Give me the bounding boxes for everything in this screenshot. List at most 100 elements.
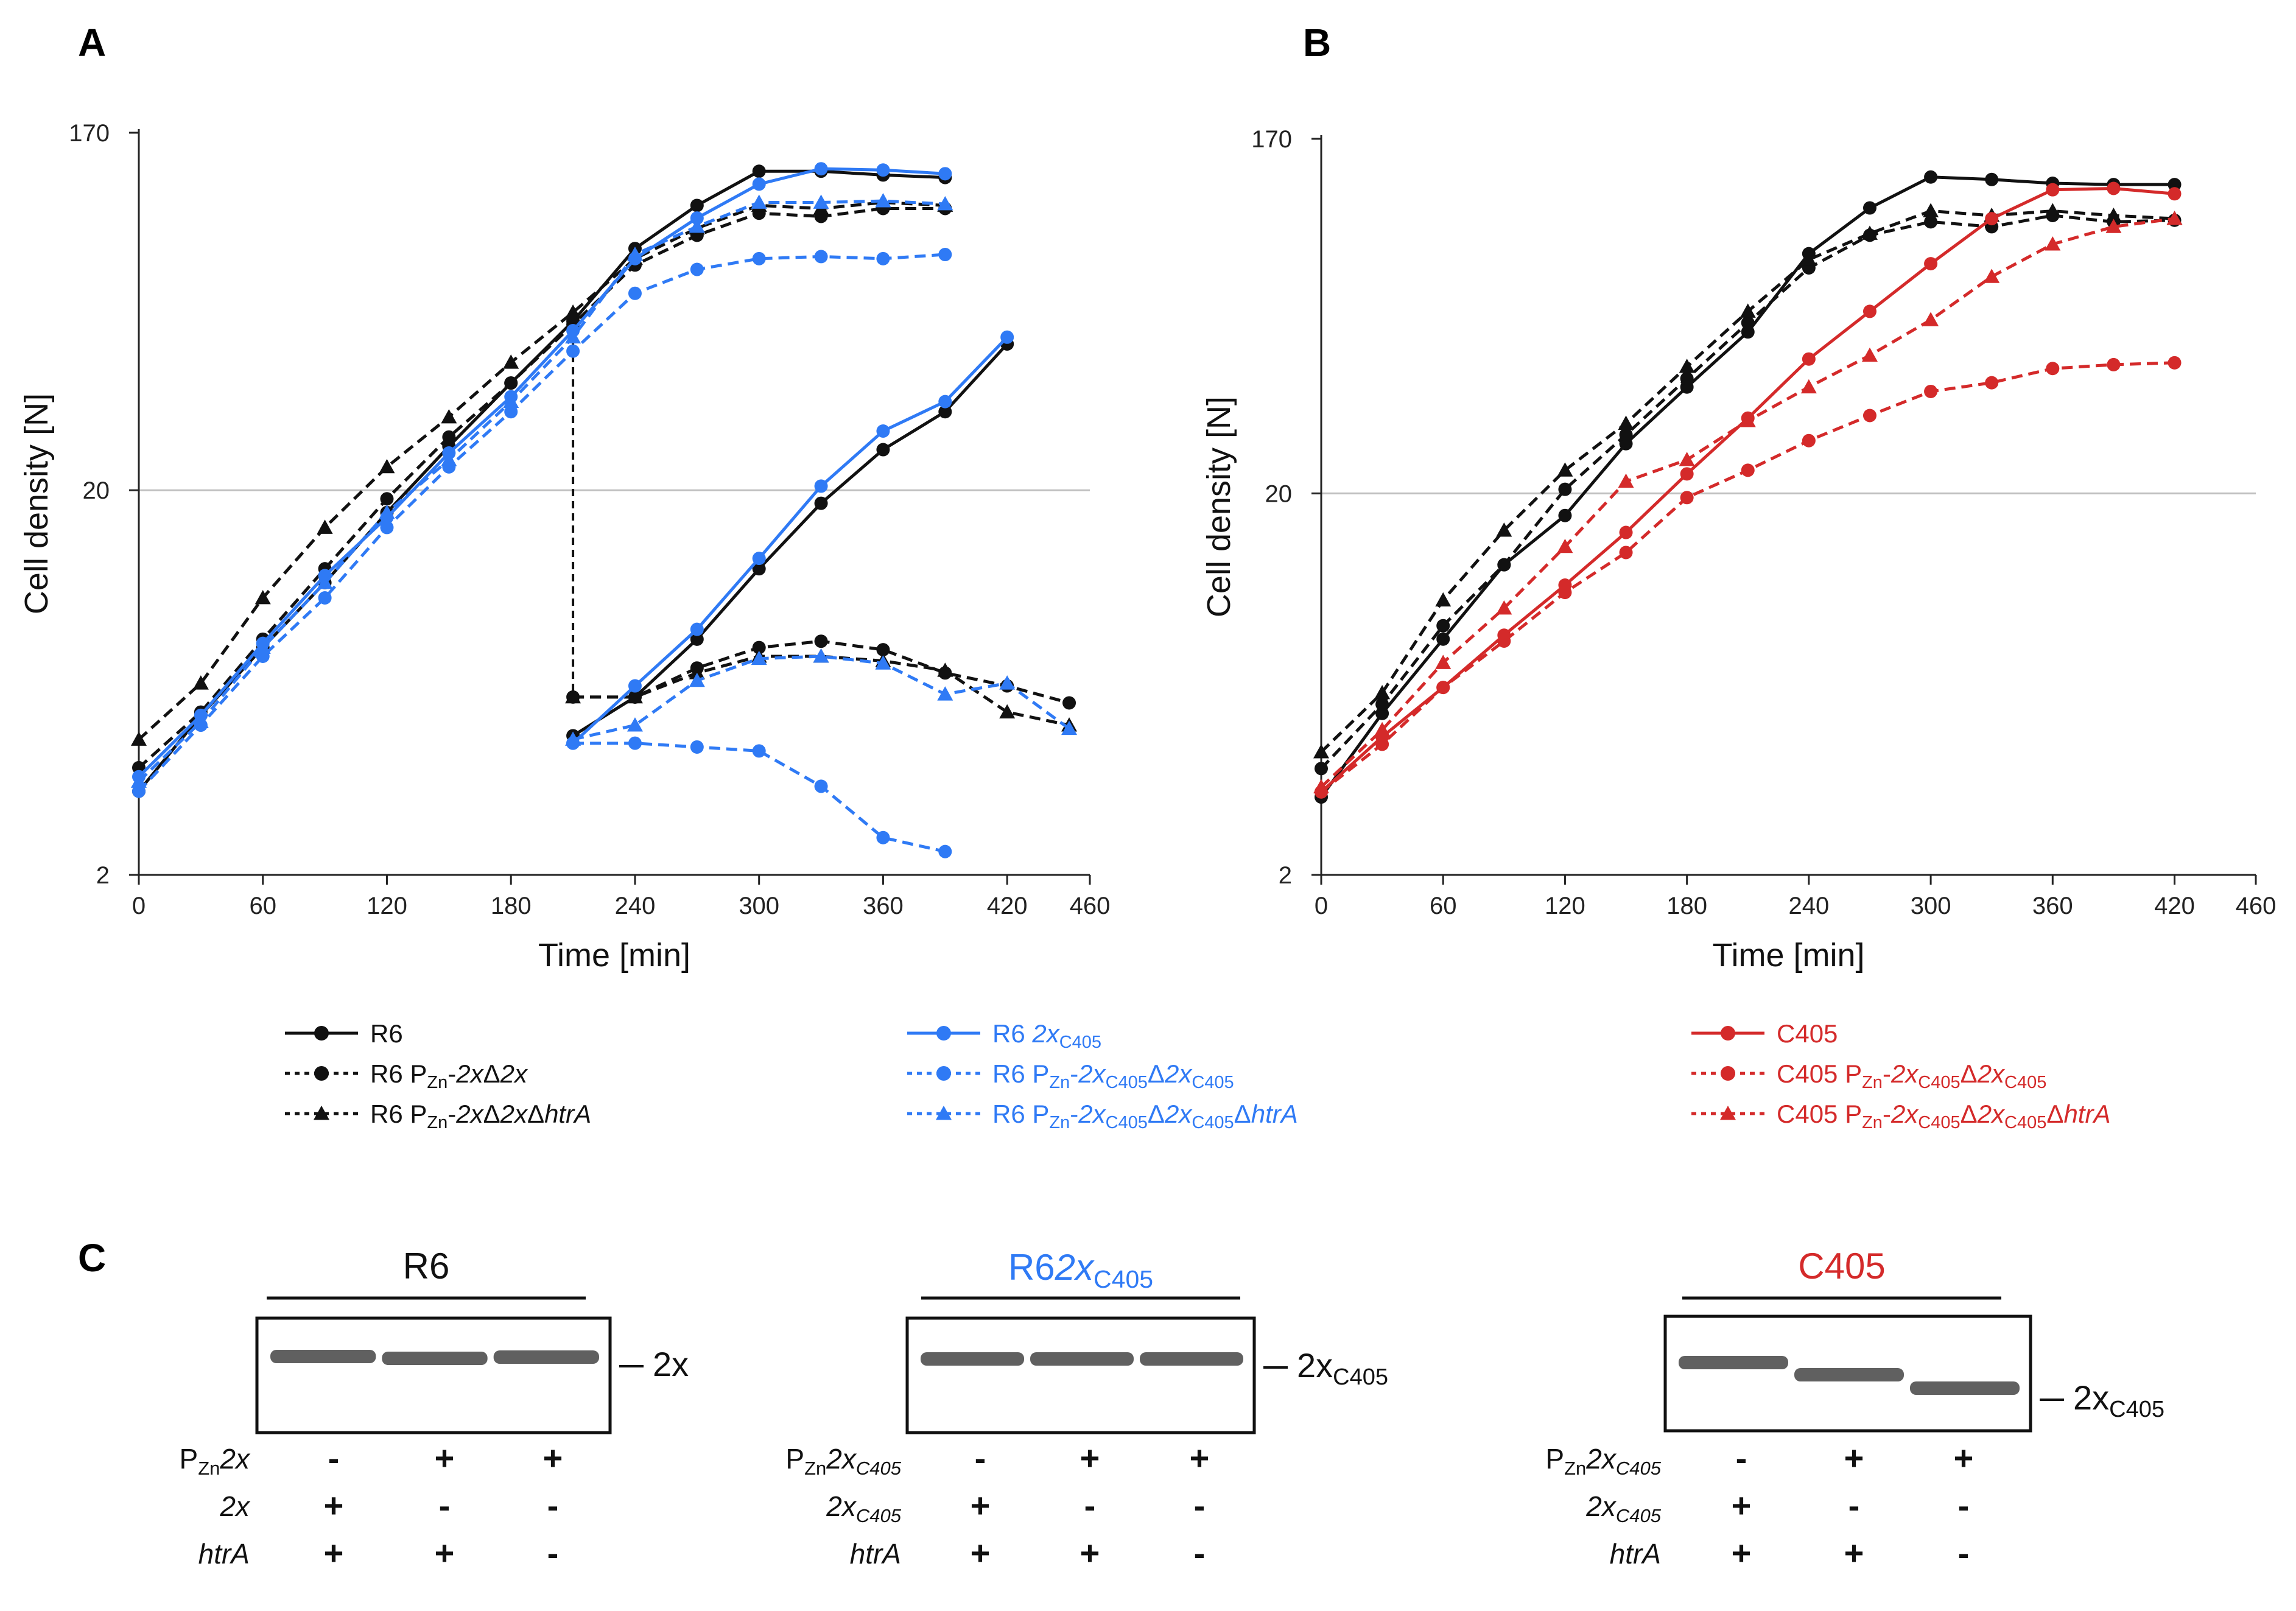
data-point	[2107, 357, 2121, 371]
data-point	[2046, 183, 2060, 197]
legend-marker	[314, 1026, 329, 1041]
data-point	[1313, 779, 1329, 793]
blot-row-value: +	[324, 1486, 344, 1525]
blot-band	[493, 1350, 599, 1364]
blot-row-value: +	[1954, 1439, 1974, 1477]
data-point	[751, 194, 767, 209]
data-point	[690, 740, 704, 754]
data-point	[1558, 586, 1572, 600]
data-point	[1984, 268, 2000, 283]
data-point	[937, 662, 953, 677]
data-point	[1680, 371, 1694, 385]
y-tick-label: 20	[1265, 480, 1293, 507]
data-point	[876, 830, 890, 844]
data-point	[876, 424, 890, 438]
blot-row-value: -	[328, 1439, 340, 1477]
band-label: 2x	[653, 1345, 689, 1383]
data-point	[442, 430, 456, 444]
data-point	[814, 496, 828, 510]
legend-marker	[936, 1106, 952, 1120]
data-point	[1557, 538, 1573, 553]
blot-strain-title: R6	[403, 1246, 450, 1286]
data-point	[1374, 685, 1391, 700]
data-point	[565, 689, 581, 704]
data-point	[131, 731, 147, 746]
data-point	[1861, 347, 1878, 362]
data-point	[1741, 316, 1755, 330]
data-point	[1862, 409, 1876, 423]
chart-b: 2 20 170 0 60 120 180 240 300 360 420 460 Time [min]…	[1201, 126, 2276, 974]
data-point	[938, 167, 952, 181]
x-tick-label: 240	[615, 893, 656, 919]
data-point	[813, 194, 829, 209]
data-point	[192, 714, 209, 728]
blot-strain-title: R62xC405	[1008, 1247, 1153, 1293]
blot-band	[1140, 1352, 1243, 1366]
blot-row-value: +	[1844, 1534, 1864, 1572]
blot-band	[382, 1352, 488, 1365]
blot-row-value: +	[1080, 1534, 1100, 1572]
blot-row-value: -	[1848, 1486, 1860, 1525]
data-point	[317, 575, 333, 589]
legend-marker	[314, 1106, 329, 1120]
x-tick-label: 180	[491, 893, 532, 919]
data-point	[1802, 433, 1816, 448]
blot-band	[1679, 1356, 1788, 1369]
data-point	[1436, 681, 1450, 695]
data-point	[1924, 384, 1938, 398]
blot-row-value: -	[1084, 1486, 1096, 1525]
data-point	[318, 591, 332, 605]
series-line-4	[138, 253, 946, 793]
panel-label-b: B	[1303, 21, 1331, 65]
data-point	[1924, 170, 1938, 184]
x-tick-label: 0	[1315, 893, 1328, 919]
data-point	[2105, 219, 2122, 233]
data-point	[2045, 236, 2061, 251]
blot-membrane	[905, 1316, 1256, 1434]
data-point	[1679, 359, 1695, 373]
series-line-6	[572, 343, 1009, 737]
data-point	[1497, 558, 1511, 572]
x-tick-label: 300	[739, 893, 779, 919]
data-point	[690, 211, 704, 225]
data-point	[1619, 525, 1633, 539]
data-point	[503, 354, 519, 369]
data-point	[441, 452, 457, 466]
data-point	[380, 521, 394, 535]
data-point	[2105, 207, 2122, 222]
data-point	[2107, 181, 2121, 195]
blot-row-value: -	[547, 1534, 559, 1572]
legend-label: R6 PZn-2xΔ2xΔhtrA	[370, 1100, 591, 1132]
data-point	[131, 773, 147, 788]
series-line-5	[138, 199, 946, 783]
data-point	[876, 251, 890, 265]
legend-marker	[936, 1066, 951, 1081]
data-point	[627, 247, 643, 261]
blot-row-value: -	[1194, 1486, 1206, 1525]
legend-marker	[1720, 1106, 1736, 1120]
blot-row-value: +	[435, 1534, 455, 1572]
blot-row-value: -	[547, 1486, 559, 1525]
data-point	[255, 639, 271, 654]
data-point	[1802, 352, 1816, 366]
blot-row-value: -	[1958, 1534, 1970, 1572]
x-axis-label: Time [min]	[1712, 937, 1864, 974]
y-tick-label: 170	[69, 120, 110, 147]
data-point	[504, 376, 518, 390]
legend-marker	[1721, 1066, 1735, 1081]
data-point	[814, 779, 828, 793]
data-point	[1740, 413, 1756, 427]
data-point	[875, 655, 891, 670]
data-point	[999, 704, 1016, 718]
blot-row-value: +	[971, 1534, 991, 1572]
x-tick-label: 120	[1545, 893, 1585, 919]
blot-row-label: htrA	[1610, 1538, 1661, 1570]
data-point	[1558, 508, 1572, 522]
x-tick-label: 180	[1666, 893, 1707, 919]
blot-row-value: +	[324, 1534, 344, 1572]
blot-band	[921, 1352, 1024, 1366]
blot-row-label: 2xC405	[826, 1490, 901, 1526]
series-line-11	[572, 655, 1070, 741]
data-point	[566, 344, 580, 358]
data-point	[192, 675, 209, 690]
